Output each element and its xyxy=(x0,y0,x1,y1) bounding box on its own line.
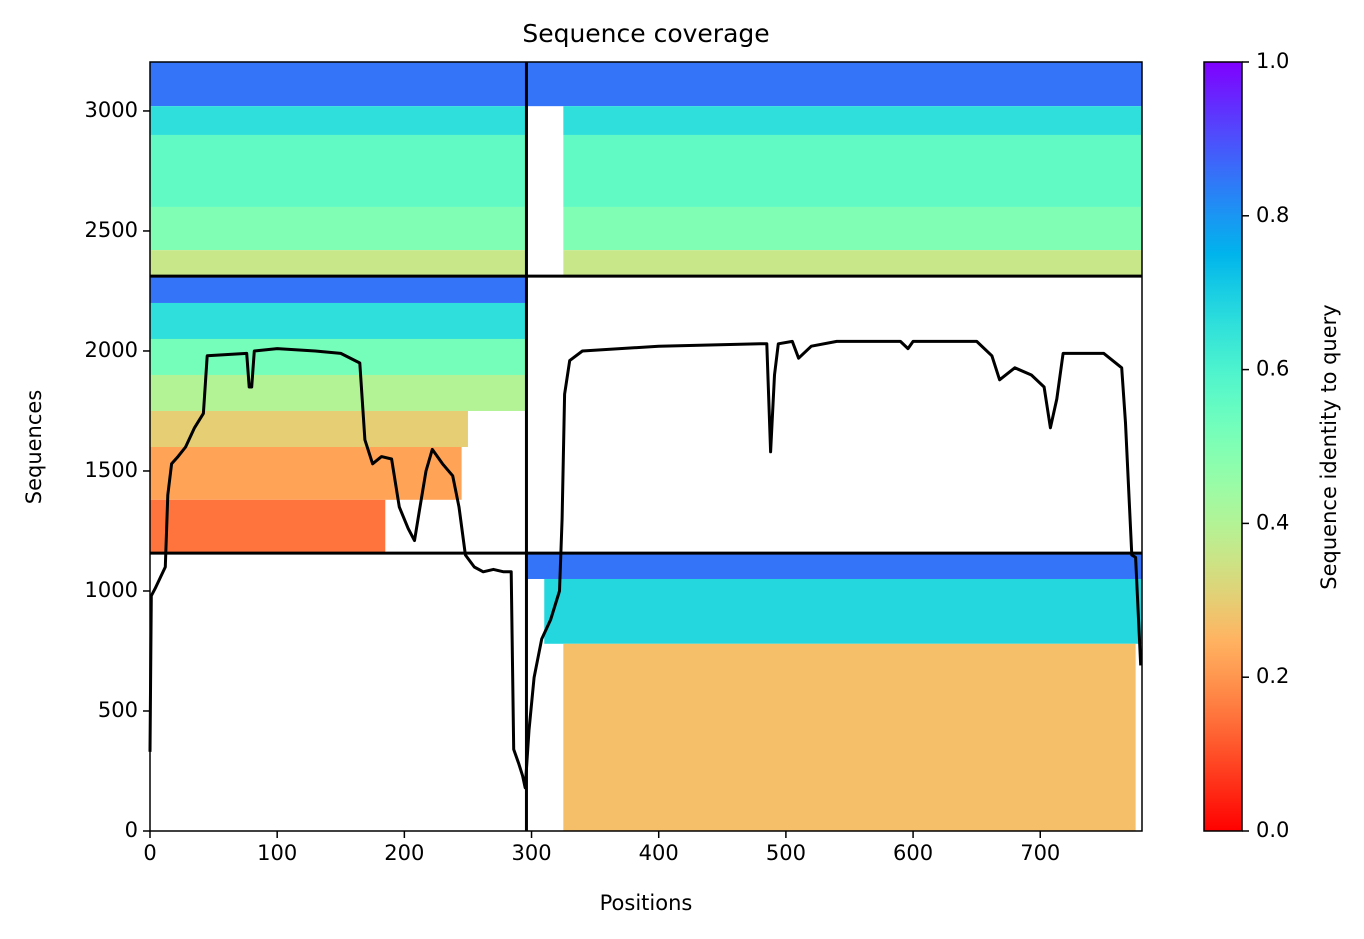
coverage-block xyxy=(563,134,1142,207)
coverage-block xyxy=(150,134,527,207)
x-tick-label: 600 xyxy=(893,841,933,865)
y-tick-label: 2000 xyxy=(85,338,138,362)
coverage-block xyxy=(563,206,1142,251)
coverage-block xyxy=(563,250,1142,277)
chart-title: Sequence coverage xyxy=(522,19,769,48)
plot-frame xyxy=(149,61,1143,832)
coverage-block xyxy=(150,276,527,303)
colorbar xyxy=(1203,61,1243,832)
coverage-block xyxy=(544,578,1142,644)
coverage-block xyxy=(526,553,1142,579)
coverage-line xyxy=(148,339,1143,790)
colorbar-tick-label: 1.0 xyxy=(1256,49,1289,73)
coverage-block xyxy=(150,206,527,251)
x-tick-label: 500 xyxy=(766,841,806,865)
coverage-block xyxy=(563,643,1136,831)
coverage-block xyxy=(150,250,527,277)
colorbar-tick-label: 0.0 xyxy=(1256,818,1289,842)
colorbar-tick-label: 0.4 xyxy=(1256,510,1289,534)
y-tick-label: 2500 xyxy=(85,218,138,242)
y-tick-label: 0 xyxy=(125,818,138,842)
colorbar-tick-label: 0.6 xyxy=(1256,357,1289,381)
y-tick-label: 500 xyxy=(98,698,138,722)
colorbar-tick-label: 0.2 xyxy=(1256,664,1289,688)
x-tick-label: 200 xyxy=(384,841,424,865)
x-tick-label: 0 xyxy=(143,841,156,865)
coverage-block xyxy=(150,374,527,411)
coverage-block xyxy=(150,302,527,339)
x-tick-label: 300 xyxy=(511,841,551,865)
coverage-block xyxy=(563,106,1142,135)
colorbar-label: Sequence identity to query xyxy=(1317,304,1341,589)
coverage-block xyxy=(150,62,527,107)
y-tick-label: 1500 xyxy=(85,458,138,482)
coverage-block xyxy=(150,446,462,500)
coverage-block xyxy=(150,338,527,375)
coverage-block xyxy=(526,62,1142,107)
x-tick-label: 400 xyxy=(639,841,679,865)
y-axis-label: Sequences xyxy=(22,390,46,505)
x-axis-label: Positions xyxy=(600,891,693,915)
y-tick-label: 3000 xyxy=(85,98,138,122)
coverage-block xyxy=(150,410,468,447)
coverage-block xyxy=(150,106,527,135)
colorbar-tick-label: 0.8 xyxy=(1256,203,1289,227)
coverage-block xyxy=(150,499,386,554)
y-tick-label: 1000 xyxy=(85,578,138,602)
x-tick-label: 100 xyxy=(257,841,297,865)
x-tick-label: 700 xyxy=(1020,841,1060,865)
